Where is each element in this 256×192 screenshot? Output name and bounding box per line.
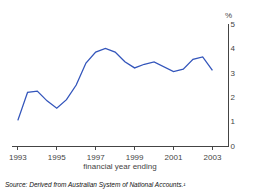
svg-text:1995: 1995 bbox=[48, 153, 66, 162]
svg-text:financial year ending: financial year ending bbox=[83, 162, 156, 171]
svg-text:3: 3 bbox=[231, 69, 236, 78]
svg-text:%: % bbox=[225, 11, 232, 20]
svg-text:1993: 1993 bbox=[9, 153, 27, 162]
svg-text:2003: 2003 bbox=[204, 153, 222, 162]
svg-text:4: 4 bbox=[231, 44, 236, 53]
svg-text:2001: 2001 bbox=[165, 153, 183, 162]
svg-text:0: 0 bbox=[231, 142, 236, 151]
svg-text:1999: 1999 bbox=[126, 153, 144, 162]
svg-text:1: 1 bbox=[231, 117, 236, 126]
svg-text:2: 2 bbox=[231, 93, 236, 102]
svg-text:1997: 1997 bbox=[87, 153, 105, 162]
svg-text:Source: Derived from Australia: Source: Derived from Australian System o… bbox=[5, 181, 186, 189]
svg-text:5: 5 bbox=[231, 20, 236, 29]
